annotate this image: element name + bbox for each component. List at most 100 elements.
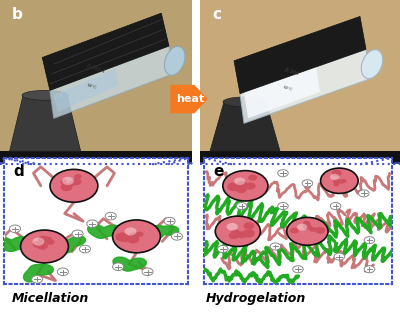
- Circle shape: [236, 185, 247, 193]
- Circle shape: [290, 228, 299, 234]
- Circle shape: [278, 203, 288, 210]
- Polygon shape: [0, 237, 30, 252]
- Text: 64°C: 64°C: [87, 84, 98, 91]
- Circle shape: [50, 169, 98, 202]
- Polygon shape: [10, 95, 81, 151]
- Circle shape: [72, 178, 82, 185]
- Circle shape: [32, 237, 44, 246]
- Circle shape: [333, 179, 340, 184]
- Circle shape: [121, 236, 130, 242]
- Circle shape: [245, 182, 256, 190]
- Circle shape: [303, 224, 312, 229]
- Circle shape: [364, 266, 375, 273]
- Circle shape: [315, 227, 326, 234]
- Circle shape: [218, 246, 228, 252]
- Text: e: e: [214, 164, 224, 179]
- Circle shape: [60, 183, 73, 191]
- Circle shape: [124, 227, 136, 235]
- Polygon shape: [42, 13, 169, 90]
- Circle shape: [112, 263, 124, 270]
- Circle shape: [242, 229, 255, 238]
- Circle shape: [330, 174, 339, 180]
- Polygon shape: [210, 102, 280, 151]
- Text: b: b: [12, 7, 22, 21]
- Polygon shape: [24, 264, 54, 282]
- Circle shape: [223, 171, 268, 201]
- Polygon shape: [50, 46, 173, 118]
- Polygon shape: [0, 151, 192, 164]
- Circle shape: [226, 223, 238, 231]
- Circle shape: [229, 232, 239, 239]
- Circle shape: [46, 239, 55, 245]
- Polygon shape: [244, 66, 320, 118]
- Circle shape: [37, 242, 48, 250]
- Circle shape: [297, 224, 308, 231]
- Circle shape: [32, 276, 43, 283]
- Circle shape: [303, 221, 310, 226]
- Circle shape: [57, 268, 68, 276]
- Circle shape: [20, 230, 68, 263]
- Circle shape: [62, 177, 74, 185]
- Circle shape: [330, 203, 341, 210]
- Circle shape: [142, 268, 153, 276]
- Circle shape: [302, 180, 313, 187]
- Circle shape: [80, 245, 90, 253]
- Circle shape: [105, 212, 116, 220]
- Polygon shape: [113, 257, 146, 271]
- Polygon shape: [234, 16, 366, 94]
- Text: 64°C: 64°C: [282, 85, 294, 92]
- Circle shape: [43, 236, 52, 243]
- Circle shape: [270, 243, 281, 250]
- Circle shape: [237, 181, 248, 188]
- Circle shape: [0, 233, 6, 240]
- Ellipse shape: [223, 97, 267, 107]
- Text: d: d: [13, 164, 24, 179]
- Polygon shape: [58, 236, 86, 253]
- Circle shape: [364, 237, 375, 244]
- Circle shape: [287, 217, 328, 245]
- Circle shape: [136, 232, 144, 237]
- Circle shape: [320, 168, 358, 193]
- Circle shape: [33, 241, 42, 248]
- Polygon shape: [200, 151, 400, 164]
- Circle shape: [72, 230, 83, 238]
- Circle shape: [338, 180, 344, 184]
- Circle shape: [172, 233, 182, 240]
- Circle shape: [112, 220, 160, 253]
- Circle shape: [74, 174, 82, 179]
- Polygon shape: [149, 225, 179, 239]
- Circle shape: [278, 170, 288, 177]
- Circle shape: [87, 220, 98, 228]
- Circle shape: [129, 232, 140, 240]
- Circle shape: [334, 253, 345, 260]
- Circle shape: [309, 227, 316, 232]
- Text: Hydrogelation: Hydrogelation: [206, 292, 306, 305]
- Text: Micellation: Micellation: [11, 292, 89, 305]
- Circle shape: [116, 232, 129, 242]
- Text: β-366: β-366: [284, 68, 300, 77]
- Text: heat: heat: [176, 94, 205, 104]
- FancyArrow shape: [170, 85, 208, 113]
- Circle shape: [293, 266, 303, 273]
- Circle shape: [340, 179, 346, 183]
- Circle shape: [127, 235, 139, 244]
- Text: c: c: [212, 7, 221, 21]
- Text: β-366-1: β-366-1: [86, 64, 106, 74]
- Circle shape: [69, 181, 76, 186]
- Circle shape: [333, 182, 339, 186]
- Circle shape: [248, 174, 257, 181]
- Circle shape: [234, 178, 245, 185]
- Circle shape: [60, 179, 67, 184]
- Circle shape: [244, 222, 254, 229]
- Polygon shape: [54, 69, 119, 112]
- Circle shape: [164, 217, 175, 225]
- Circle shape: [231, 229, 240, 235]
- Ellipse shape: [361, 50, 383, 79]
- Circle shape: [237, 231, 247, 238]
- Circle shape: [227, 182, 240, 191]
- Polygon shape: [240, 49, 370, 123]
- Polygon shape: [88, 224, 121, 238]
- Ellipse shape: [164, 46, 185, 75]
- Circle shape: [358, 190, 369, 197]
- Circle shape: [236, 203, 247, 210]
